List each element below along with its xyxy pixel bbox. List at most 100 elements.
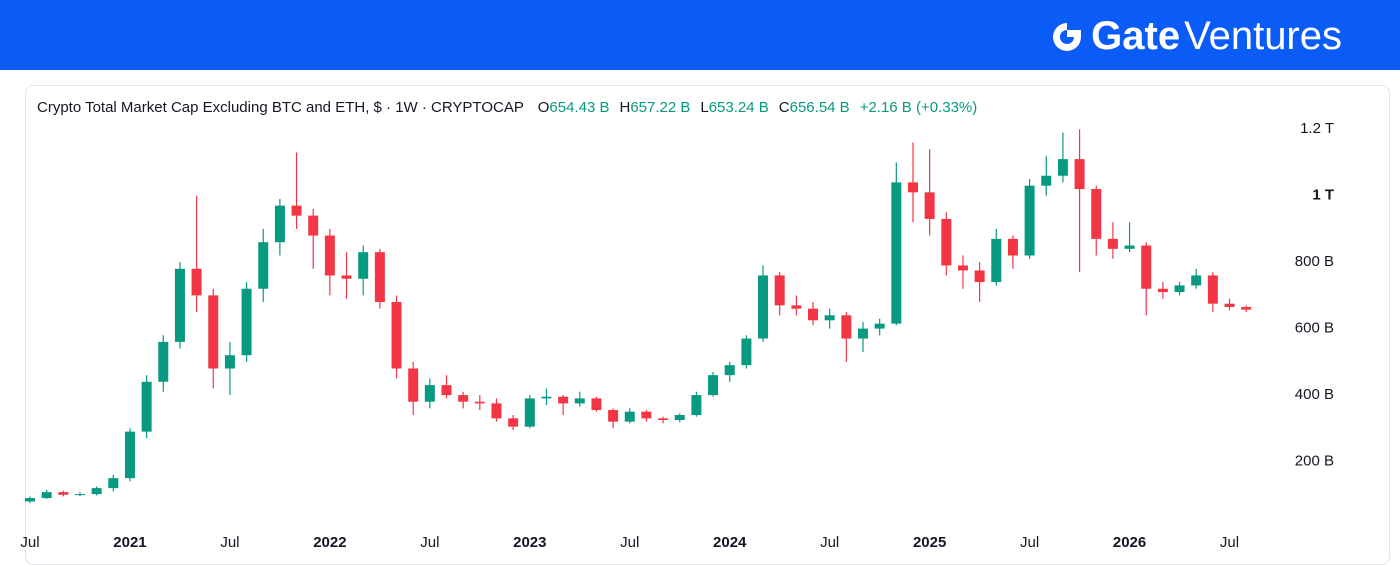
legend-item: L653.24 B: [700, 99, 768, 116]
logo-icon: [1053, 22, 1082, 51]
candle-body: [308, 215, 319, 236]
legend-value: 657.22 B: [630, 99, 691, 116]
candle-body: [1124, 245, 1135, 249]
candle-body: [808, 308, 819, 321]
candle-body: [241, 288, 252, 356]
candle-body: [791, 305, 802, 309]
candle-body: [1157, 288, 1168, 293]
candle-body: [341, 275, 352, 279]
chart-title: Crypto Total Market Cap Excluding BTC an…: [37, 99, 524, 116]
candle-body: [874, 323, 885, 329]
x-tick-label: Jul: [820, 534, 839, 551]
candle-body: [124, 431, 135, 479]
candle-body: [1224, 303, 1235, 307]
candle-body: [1191, 275, 1202, 286]
candle-body: [974, 270, 985, 283]
candle-body: [658, 418, 669, 420]
candle-body: [74, 494, 85, 496]
candle-body: [758, 275, 769, 339]
legend-key: C: [778, 99, 790, 116]
candle-body: [208, 295, 219, 369]
candle-body: [474, 401, 485, 404]
x-tick-label: 2024: [713, 534, 747, 551]
candle-body: [358, 252, 369, 279]
candle-body: [441, 385, 452, 396]
candle-body: [1024, 185, 1035, 256]
candle-body: [391, 302, 402, 369]
x-tick-label: Jul: [220, 534, 239, 551]
candle-body: [108, 478, 119, 489]
candle-body: [1074, 159, 1085, 190]
x-tick-label: Jul: [620, 534, 639, 551]
x-tick-label: 2023: [513, 534, 546, 551]
x-tick-label: 2021: [113, 534, 146, 551]
legend-value: 653.24 B: [708, 99, 769, 116]
candle-body: [841, 315, 852, 339]
legend-item: O654.43 B: [538, 99, 610, 116]
candle-body: [58, 492, 69, 495]
candle-body: [724, 365, 735, 376]
candle-body: [91, 488, 102, 495]
candle-body: [991, 238, 1002, 283]
candle-body: [141, 381, 152, 432]
candle-body: [424, 385, 435, 402]
candle-body: [274, 205, 285, 243]
candle-body: [524, 398, 535, 427]
candle-body: [941, 218, 952, 266]
candle-body: [508, 418, 519, 427]
brand-logo: Gate Ventures: [1047, 14, 1342, 59]
x-tick-label: Jul: [420, 534, 439, 551]
candle-body: [558, 396, 569, 404]
legend-key: O: [537, 99, 550, 116]
legend-value: 656.54 B: [789, 99, 850, 116]
candle-body: [608, 410, 619, 422]
x-tick-label: 2022: [313, 534, 346, 551]
y-tick-label: 400 B: [1295, 386, 1334, 403]
header-bar: Gate Ventures: [0, 0, 1400, 70]
legend-item: C656.54 B: [779, 99, 850, 116]
candle-body: [541, 396, 552, 399]
y-tick-label: 600 B: [1295, 320, 1334, 337]
candle-body: [41, 492, 52, 499]
chart-legend: Crypto Total Market Cap Excluding BTC an…: [37, 99, 977, 116]
candle-body: [1141, 245, 1152, 289]
candle-body: [708, 375, 719, 396]
candle-body: [774, 275, 785, 306]
candle-body: [957, 265, 968, 271]
candle-body: [174, 268, 185, 342]
candle-body: [1207, 275, 1218, 304]
candle-body: [291, 205, 302, 216]
y-tick-label: 800 B: [1295, 253, 1334, 270]
x-tick-label: 2026: [1113, 534, 1146, 551]
candle-body: [1057, 159, 1068, 176]
candle-body: [408, 368, 419, 402]
x-tick-label: Jul: [1220, 534, 1239, 551]
candle-body: [158, 341, 169, 382]
candle-body: [1241, 307, 1252, 310]
x-tick-label: Jul: [20, 534, 39, 551]
legend-item: H657.22 B: [619, 99, 690, 116]
candle-body: [1174, 285, 1185, 293]
legend-item: +2.16 B (+0.33%): [860, 99, 978, 116]
candle-body: [458, 395, 469, 402]
candle-body: [741, 338, 752, 366]
candle-body: [691, 395, 702, 416]
candle-body: [1091, 189, 1102, 239]
candle-body: [1107, 238, 1118, 249]
candle-body: [641, 411, 652, 419]
x-tick-label: Jul: [1020, 534, 1039, 551]
candle-body: [824, 315, 835, 321]
candle-body: [591, 398, 602, 411]
candle-body: [1007, 238, 1018, 256]
candle-body: [924, 192, 935, 219]
candle-body: [491, 403, 502, 419]
candle-body: [25, 498, 35, 502]
candle-body: [191, 268, 202, 296]
y-tick-label: 1 T: [1312, 187, 1334, 204]
legend-key: H: [619, 99, 631, 116]
candle-body: [858, 328, 868, 339]
brand-bold: Gate: [1091, 14, 1181, 58]
candle-body: [624, 411, 635, 422]
